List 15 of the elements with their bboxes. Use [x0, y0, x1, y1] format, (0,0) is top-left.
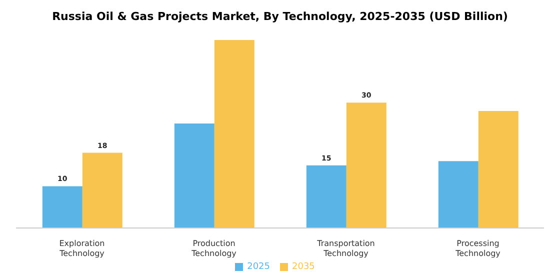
bar: [82, 152, 122, 228]
bar: [174, 124, 214, 228]
chart-title: Russia Oil & Gas Projects Market, By Technology, 2025-2035 (USD Billion): [51, 9, 509, 25]
x-tick-label: Production Technology: [190, 239, 237, 258]
x-tick-label: Transportation Technology: [316, 239, 375, 258]
bar: [478, 111, 518, 228]
bar: [42, 186, 82, 228]
x-tick-label: Processing Technology: [454, 239, 501, 258]
bar: [214, 40, 254, 228]
bar: [346, 102, 386, 228]
bar: [438, 161, 478, 228]
legend-label: 2035: [292, 262, 315, 272]
x-tick-label: Exploration Technology: [58, 239, 105, 258]
legend-label: 2025: [247, 262, 270, 272]
bar: [306, 165, 346, 228]
